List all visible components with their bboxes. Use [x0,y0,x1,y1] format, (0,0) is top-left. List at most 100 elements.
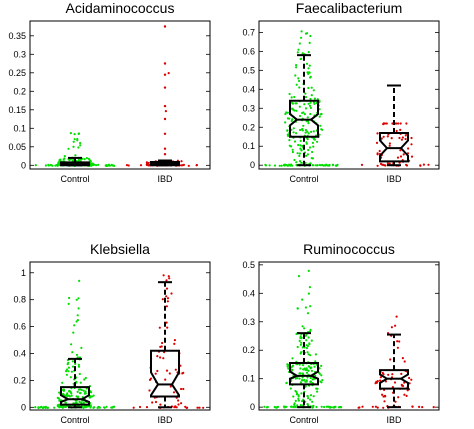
data-point [301,52,304,55]
data-point [316,390,319,393]
data-point [291,368,294,371]
data-point [307,353,310,356]
data-point [361,405,364,408]
data-point [360,163,364,166]
outlier-point [163,62,167,65]
data-point [310,94,313,97]
data-point [70,392,73,395]
data-point [78,372,81,376]
series-control [264,30,339,167]
data-point [305,380,308,383]
data-point [292,131,295,134]
data-point [77,146,80,149]
data-point [337,406,340,409]
data-point [382,395,385,398]
data-point [295,393,298,396]
data-point [301,376,304,379]
data-point [307,397,310,400]
data-point [90,391,93,394]
data-point [300,149,303,152]
data-point [265,406,268,409]
data-point [382,135,385,138]
data-point [299,139,302,142]
data-point [289,164,292,167]
data-point [78,392,82,395]
data-point [298,114,302,118]
data-point [34,406,37,409]
data-point [159,403,162,406]
data-point [309,398,312,401]
data-point [172,391,176,394]
data-point [313,365,316,368]
data-point [400,372,403,375]
data-point [71,351,74,354]
data-point [305,344,308,347]
data-point [297,399,300,402]
data-point [79,388,82,391]
data-point [78,400,81,403]
data-point [309,106,312,109]
data-point [291,148,294,151]
data-point [34,164,37,167]
outlier-point [163,86,167,89]
data-point [393,381,397,384]
data-point [165,295,168,298]
data-point [80,388,83,392]
data-point [310,130,313,133]
y-tick-label: 0.2 [242,345,255,355]
data-point [376,132,379,135]
x-tick-label: IBD [386,415,402,424]
data-point [284,112,287,116]
data-point [76,396,79,399]
data-point [303,113,306,116]
data-point [273,405,276,409]
data-point [297,394,300,397]
data-point [70,394,73,397]
data-point [298,86,301,89]
data-point [306,71,309,74]
data-point [410,378,413,381]
data-point [314,353,317,356]
data-point [72,159,75,162]
data-point [306,351,309,354]
data-point [95,164,98,167]
data-point [302,111,305,114]
data-point [297,48,300,51]
data-point [399,128,402,131]
data-point [79,141,82,145]
data-point [315,405,318,409]
data-point [397,396,400,399]
data-point [395,129,398,133]
chart-title: Ruminococcus [303,241,395,257]
data-point [308,41,311,45]
data-point [404,137,407,141]
data-point [299,147,302,150]
data-point [295,132,298,135]
data-point [320,374,323,377]
data-point [301,298,304,301]
data-point [182,163,185,166]
data-point [374,382,377,385]
data-point [309,112,312,116]
data-point [396,340,399,343]
data-point [298,105,301,108]
outlier-point [163,132,167,135]
data-point [72,331,75,334]
data-point [309,394,313,397]
data-point [89,404,92,407]
data-point [391,373,394,376]
data-point [395,122,398,125]
data-point [309,376,312,380]
data-point [307,67,310,70]
data-point [83,158,86,161]
data-point [164,378,167,381]
data-point [64,401,67,404]
data-point [399,155,403,158]
data-point [74,154,77,157]
data-point [295,64,298,67]
data-point [307,102,310,105]
data-point [304,96,308,99]
series-control [263,269,343,409]
data-point [166,300,169,303]
